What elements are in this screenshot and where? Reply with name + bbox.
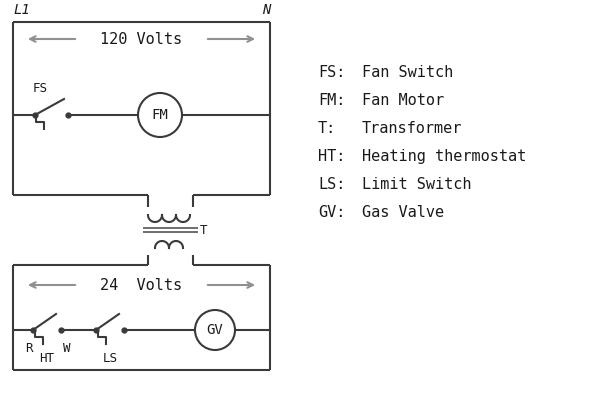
Text: FM:: FM: xyxy=(318,93,345,108)
Text: Gas Valve: Gas Valve xyxy=(362,205,444,220)
Text: Transformer: Transformer xyxy=(362,121,463,136)
Text: LS: LS xyxy=(103,352,117,365)
Text: 24  Volts: 24 Volts xyxy=(100,278,182,292)
Text: GV:: GV: xyxy=(318,205,345,220)
Text: FS:: FS: xyxy=(318,65,345,80)
Text: W: W xyxy=(63,342,70,355)
Text: Fan Motor: Fan Motor xyxy=(362,93,444,108)
Text: R: R xyxy=(25,342,32,355)
Text: T:: T: xyxy=(318,121,336,136)
Text: N: N xyxy=(261,3,270,17)
Text: Fan Switch: Fan Switch xyxy=(362,65,453,80)
Text: 120 Volts: 120 Volts xyxy=(100,32,182,46)
Text: Heating thermostat: Heating thermostat xyxy=(362,149,526,164)
Text: GV: GV xyxy=(206,323,224,337)
Text: L1: L1 xyxy=(13,3,30,17)
Text: FM: FM xyxy=(152,108,168,122)
Text: HT: HT xyxy=(40,352,54,365)
Text: HT:: HT: xyxy=(318,149,345,164)
Text: T: T xyxy=(200,224,208,236)
Text: Limit Switch: Limit Switch xyxy=(362,177,471,192)
Text: LS:: LS: xyxy=(318,177,345,192)
Text: FS: FS xyxy=(33,82,48,95)
